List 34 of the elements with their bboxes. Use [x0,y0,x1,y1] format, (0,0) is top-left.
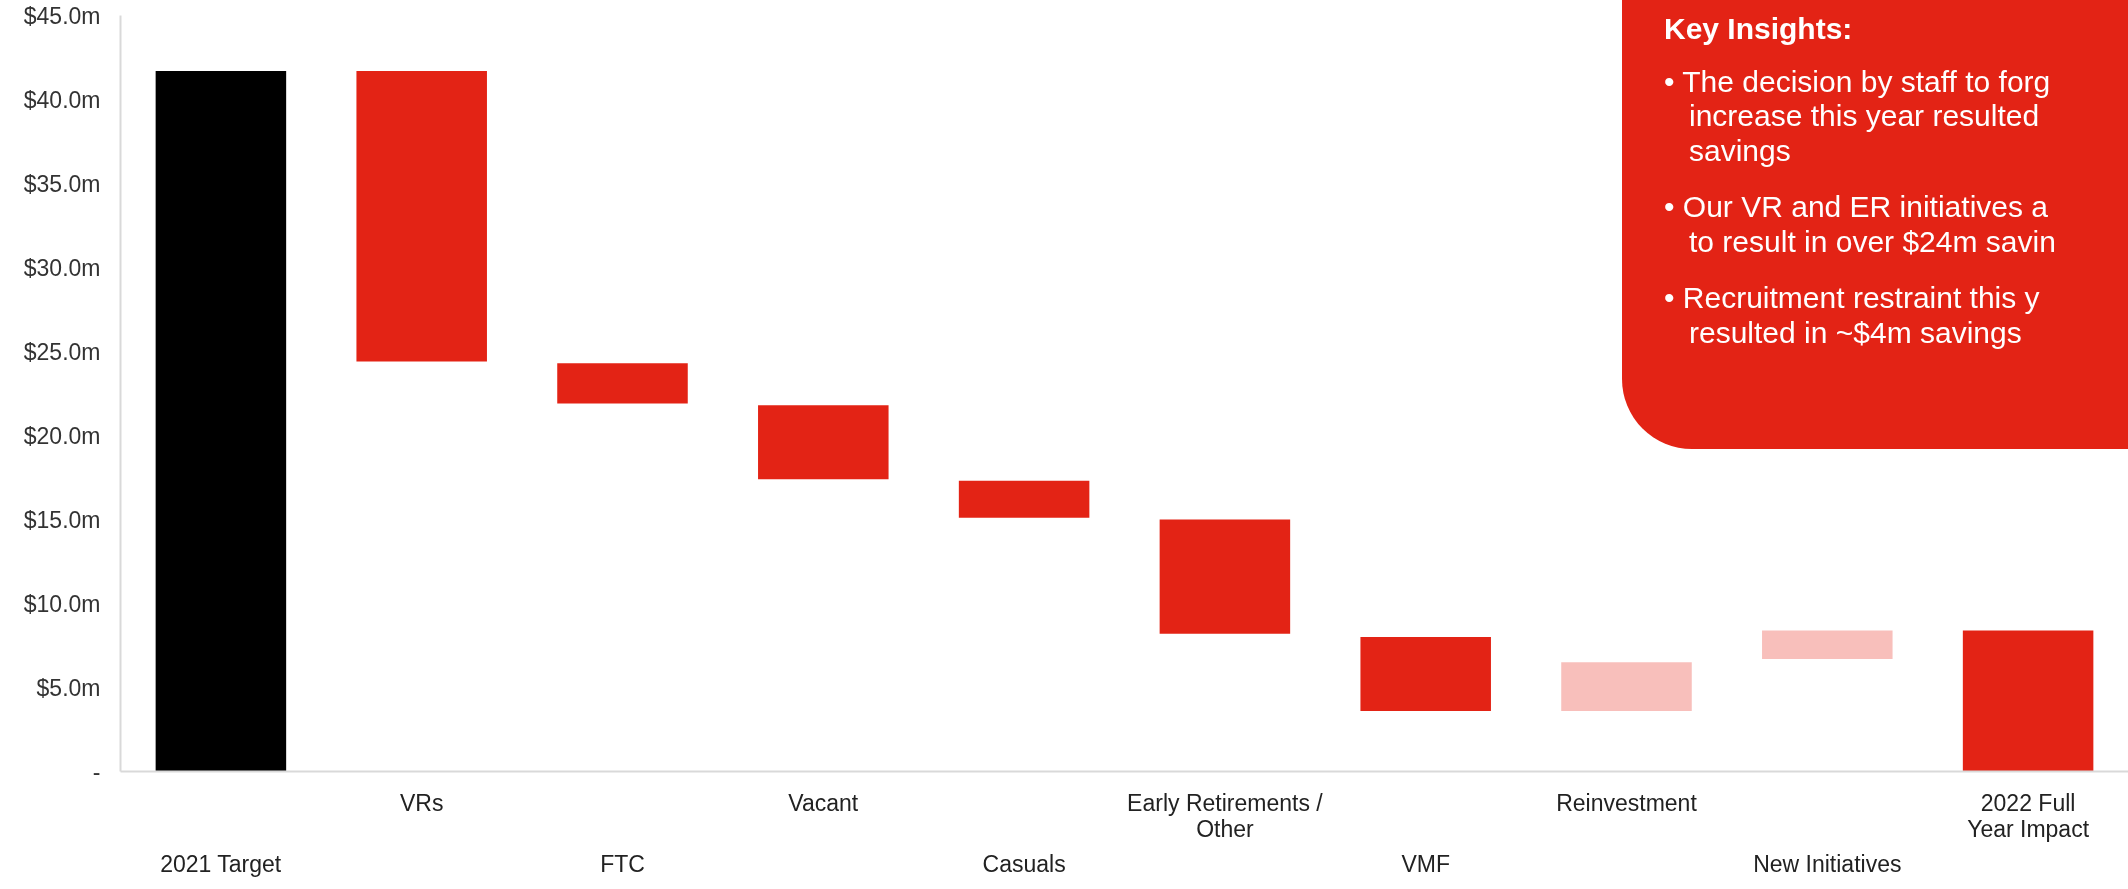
y-tick-label: - [92,758,101,785]
x-tick-label: Casuals [982,850,1066,877]
x-tick-label: 2021 Target [160,850,282,877]
bar [1360,637,1491,712]
y-tick-label: $15.0m [23,506,101,533]
y-tick-label: $35.0m [23,170,101,197]
y-tick-label: $40.0m [23,86,101,113]
x-tick-label: New Initiatives [1753,850,1902,877]
annotation: Key Insights: [1664,12,1854,47]
bar [1962,630,2094,772]
y-tick-label: $10.0m [23,590,101,617]
y-tick-label: $45.0m [23,2,101,29]
bar [356,70,487,362]
x-tick-label: VRs [399,789,444,816]
bar [1561,662,1692,712]
bar [758,405,889,480]
x-tick-label: 2022 Full Year Impact [1967,789,2090,842]
annotation: • The decision by staff to forg increase this year resulted savings [1664,64,2052,168]
x-tick-label: Vacant [788,789,859,816]
annotation: • Our VR and ER initiatives a to result in over $24m savin [1664,190,2057,259]
x-tick-label: Early Retirements / Other [1127,789,1324,842]
x-tick-label: Reinvestment [1556,789,1698,816]
x-tick-label: VMF [1401,850,1450,877]
bar [958,480,1090,518]
annotation: • Recruitment restraint this y resulted in ~$4m savings [1664,281,2041,350]
bar [557,363,688,404]
bar [1159,519,1291,634]
y-tick-label: $20.0m [23,422,101,449]
x-tick-label: FTC [600,850,645,877]
bar [155,70,287,772]
y-tick-label: $25.0m [23,338,101,365]
bar [1762,630,1893,659]
y-tick-label: $5.0m [36,674,101,701]
y-tick-label: $30.0m [23,254,101,281]
